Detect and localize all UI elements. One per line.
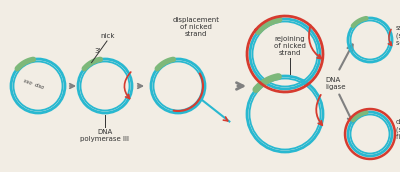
Text: 3': 3': [95, 48, 101, 54]
Text: displacement
of nicked
strand: displacement of nicked strand: [172, 17, 220, 37]
Text: nick: nick: [101, 33, 115, 39]
Text: sso  dso: sso dso: [23, 78, 45, 90]
Text: dsDNA
(synthesis of
first strand): dsDNA (synthesis of first strand): [396, 120, 400, 141]
Text: DNA
polymerase III: DNA polymerase III: [80, 129, 130, 142]
Text: DNA
ligase: DNA ligase: [325, 78, 346, 90]
Text: ssDNA
(synthesis of
second strand): ssDNA (synthesis of second strand): [396, 25, 400, 46]
Text: rejoining
of nicked
strand: rejoining of nicked strand: [274, 36, 306, 56]
